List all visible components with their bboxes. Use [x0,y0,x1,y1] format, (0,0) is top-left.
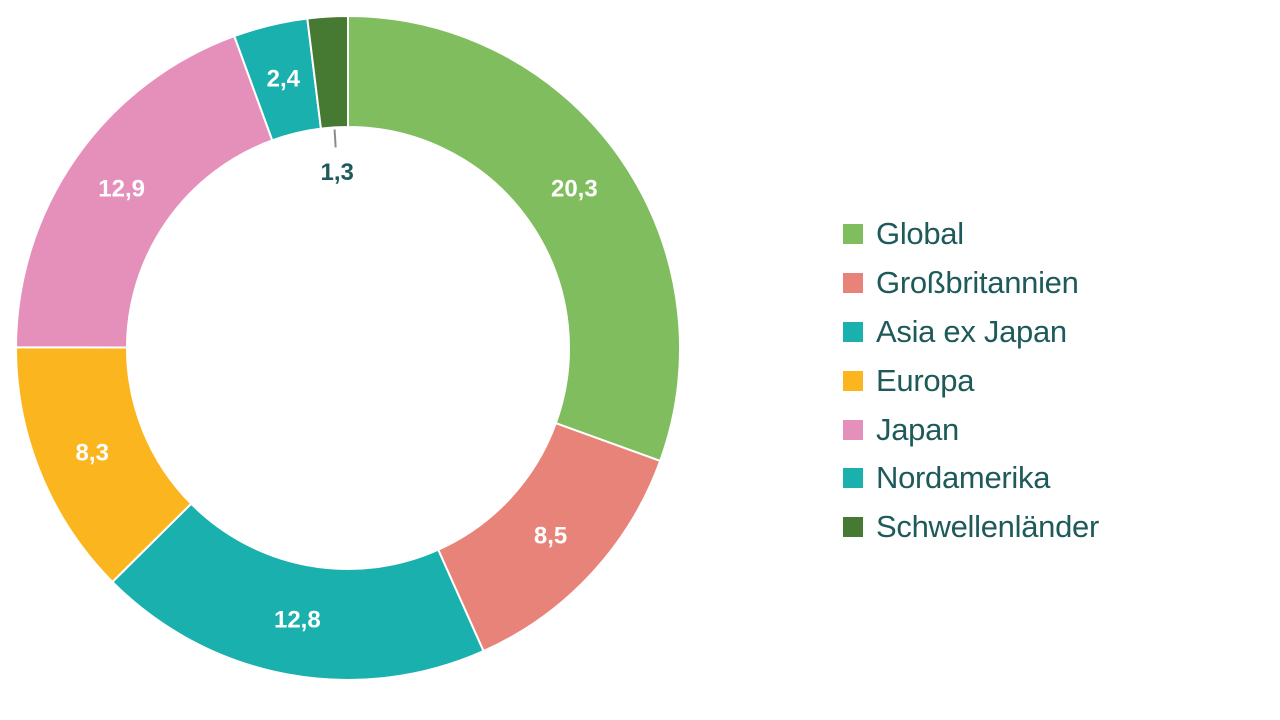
slice-label-global: 20,3 [551,176,598,203]
legend-swatch [843,370,863,391]
leader-line-schwellenlander [333,129,337,148]
legend-label: Großbritannien [876,265,1079,301]
slice-label-japan: 12,9 [98,176,145,203]
legend-item-europa: Europa [843,356,1099,405]
legend-item-schwellenlander: Schwellenländer [843,503,1099,552]
legend-label: Japan [876,411,959,447]
legend-item-asia-ex-japan: Asia ex Japan [843,308,1099,357]
legend-label: Asia ex Japan [876,313,1067,349]
legend-label: Schwellenländer [876,509,1099,545]
slice-schwellenlander [306,14,349,130]
slice-label-europa: 8,3 [76,440,109,467]
legend-item-grossbritannien: Großbritannien [843,259,1099,308]
legend-label: Europa [876,362,975,398]
slice-label-schwellenlander: 1,3 [321,159,354,186]
legend-item-nordamerika: Nordamerika [843,454,1099,503]
legend-swatch [843,273,863,294]
legend-item-japan: Japan [843,405,1099,454]
legend-swatch [843,321,863,342]
legend-swatch [843,468,863,489]
slice-global [347,14,681,463]
legend-swatch [843,224,863,245]
slice-label-asia-ex-japan: 2,4 [267,66,301,93]
slice-nordamerika [110,502,485,681]
legend-label: Nordamerika [876,460,1051,496]
slice-label-nordamerika: 12,8 [274,606,321,633]
legend-label: Global [876,216,964,252]
chart-legend: Global Großbritannien Asia ex Japan Europa J… [843,210,1099,552]
slice-japan [14,34,274,349]
legend-swatch [843,419,863,440]
legend-swatch [843,517,863,538]
legend-item-global: Global [843,210,1099,259]
slice-label-grossbritannien: 8,5 [534,523,567,550]
